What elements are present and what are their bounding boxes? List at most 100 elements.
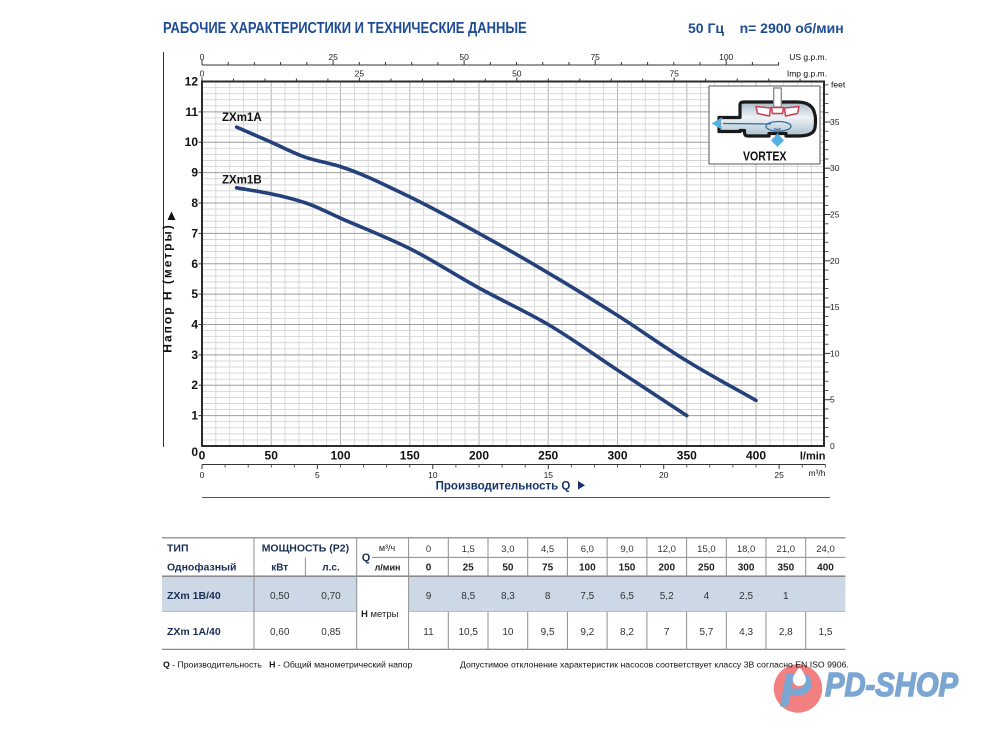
svg-text:1,5: 1,5	[462, 544, 475, 555]
svg-text:25: 25	[774, 470, 784, 480]
svg-text:300: 300	[607, 449, 627, 463]
svg-text:100: 100	[579, 563, 596, 574]
svg-text:18,0: 18,0	[737, 544, 756, 555]
svg-text:100: 100	[719, 52, 733, 62]
svg-text:100: 100	[330, 449, 350, 463]
svg-text:л/мин: л/мин	[375, 563, 401, 573]
svg-text:200: 200	[469, 449, 489, 463]
svg-text:50: 50	[459, 52, 469, 62]
svg-text:400: 400	[746, 449, 766, 463]
svg-text:25: 25	[328, 52, 338, 62]
svg-text:7: 7	[191, 226, 198, 240]
svg-text:0: 0	[426, 544, 431, 555]
svg-text:6,5: 6,5	[620, 591, 634, 602]
svg-text:20: 20	[659, 470, 669, 480]
svg-text:8: 8	[191, 196, 198, 210]
svg-text:m³/h: m³/h	[809, 468, 826, 478]
svg-text:10,5: 10,5	[458, 627, 478, 638]
svg-text:50: 50	[512, 69, 522, 79]
svg-text:Q: Q	[362, 552, 371, 564]
svg-text:10: 10	[502, 627, 514, 638]
svg-text:25: 25	[463, 563, 475, 574]
svg-text:75: 75	[669, 69, 679, 79]
svg-text:9,2: 9,2	[580, 627, 594, 638]
svg-text:0,60: 0,60	[270, 627, 290, 638]
svg-text:0: 0	[200, 69, 205, 79]
svg-text:3,0: 3,0	[501, 544, 514, 555]
svg-text:0,70: 0,70	[321, 591, 341, 602]
svg-text:9,5: 9,5	[541, 627, 555, 638]
svg-text:9: 9	[426, 591, 432, 602]
svg-text:0: 0	[199, 449, 206, 463]
svg-text:м³/ч: м³/ч	[379, 543, 396, 553]
svg-text:1: 1	[191, 409, 198, 423]
svg-text:12: 12	[185, 75, 199, 89]
svg-text:0,85: 0,85	[321, 627, 341, 638]
svg-text:10: 10	[428, 470, 438, 480]
svg-text:кВт: кВт	[271, 563, 288, 574]
svg-text:25: 25	[830, 210, 840, 220]
svg-text:H метры: H метры	[361, 609, 399, 620]
svg-text:300: 300	[738, 563, 755, 574]
svg-text:0: 0	[200, 470, 205, 480]
svg-text:3: 3	[191, 348, 198, 362]
svg-text:VORTEX: VORTEX	[743, 149, 787, 164]
svg-text:2,8: 2,8	[779, 627, 793, 638]
svg-text:л.с.: л.с.	[322, 563, 340, 574]
svg-text:US g.p.m.: US g.p.m.	[789, 52, 827, 62]
svg-text:6,0: 6,0	[581, 544, 594, 555]
svg-text:11: 11	[423, 627, 434, 638]
svg-text:4,5: 4,5	[541, 544, 554, 555]
svg-text:350: 350	[677, 449, 697, 463]
svg-text:75: 75	[542, 563, 554, 574]
svg-text:feet: feet	[831, 80, 846, 90]
svg-text:10: 10	[185, 135, 199, 149]
svg-text:30: 30	[830, 163, 840, 173]
svg-text:21,0: 21,0	[777, 544, 796, 555]
svg-text:0,50: 0,50	[270, 591, 290, 602]
svg-text:9: 9	[191, 166, 198, 180]
svg-text:ZXm 1A/40: ZXm 1A/40	[167, 626, 221, 638]
svg-text:15: 15	[544, 470, 554, 480]
svg-text:20: 20	[830, 256, 840, 266]
svg-text:15: 15	[830, 302, 840, 312]
svg-text:35: 35	[830, 117, 840, 127]
svg-text:50: 50	[265, 449, 279, 463]
svg-text:5,2: 5,2	[660, 591, 674, 602]
svg-text:8,3: 8,3	[501, 591, 515, 602]
svg-text:25: 25	[355, 69, 365, 79]
svg-text:5: 5	[315, 470, 320, 480]
svg-text:4,3: 4,3	[739, 627, 753, 638]
svg-text:9,0: 9,0	[620, 544, 633, 555]
svg-text:P: P	[780, 664, 811, 716]
svg-text:4: 4	[704, 591, 710, 602]
svg-text:8,5: 8,5	[461, 591, 475, 602]
svg-text:24,0: 24,0	[816, 544, 835, 555]
svg-text:200: 200	[658, 563, 675, 574]
svg-text:ZXm1A: ZXm1A	[222, 112, 262, 124]
svg-text:МОЩНОСТЬ (Р2): МОЩНОСТЬ (Р2)	[262, 543, 349, 555]
svg-text:Однофазный: Однофазный	[167, 562, 236, 574]
svg-text:Q - Производительность H - О: Q - Производительность H - Общий маномет…	[163, 660, 412, 670]
svg-text:2: 2	[191, 378, 198, 392]
svg-text:5,7: 5,7	[699, 627, 713, 638]
svg-text:1: 1	[783, 591, 789, 602]
svg-text:l/min: l/min	[800, 451, 826, 463]
svg-text:Imp g.p.m.: Imp g.p.m.	[787, 69, 827, 79]
svg-text:7: 7	[664, 627, 670, 638]
svg-text:0: 0	[200, 52, 205, 62]
svg-text:PD-SHOP: PD-SHOP	[825, 666, 959, 703]
svg-text:5: 5	[830, 395, 835, 405]
svg-text:400: 400	[817, 563, 834, 574]
svg-text:15,0: 15,0	[697, 544, 716, 555]
svg-text:Напор H (метры): Напор H (метры)	[161, 223, 175, 352]
svg-text:11: 11	[185, 105, 198, 119]
svg-text:7,5: 7,5	[580, 591, 594, 602]
svg-text:6: 6	[191, 257, 198, 271]
svg-text:5: 5	[191, 287, 198, 301]
svg-text:Допустимое отклонение характер: Допустимое отклонение характеристик насо…	[460, 660, 849, 670]
svg-text:12,0: 12,0	[657, 544, 676, 555]
svg-text:8,2: 8,2	[620, 627, 634, 638]
svg-text:0: 0	[191, 445, 198, 459]
svg-text:0: 0	[830, 441, 835, 451]
